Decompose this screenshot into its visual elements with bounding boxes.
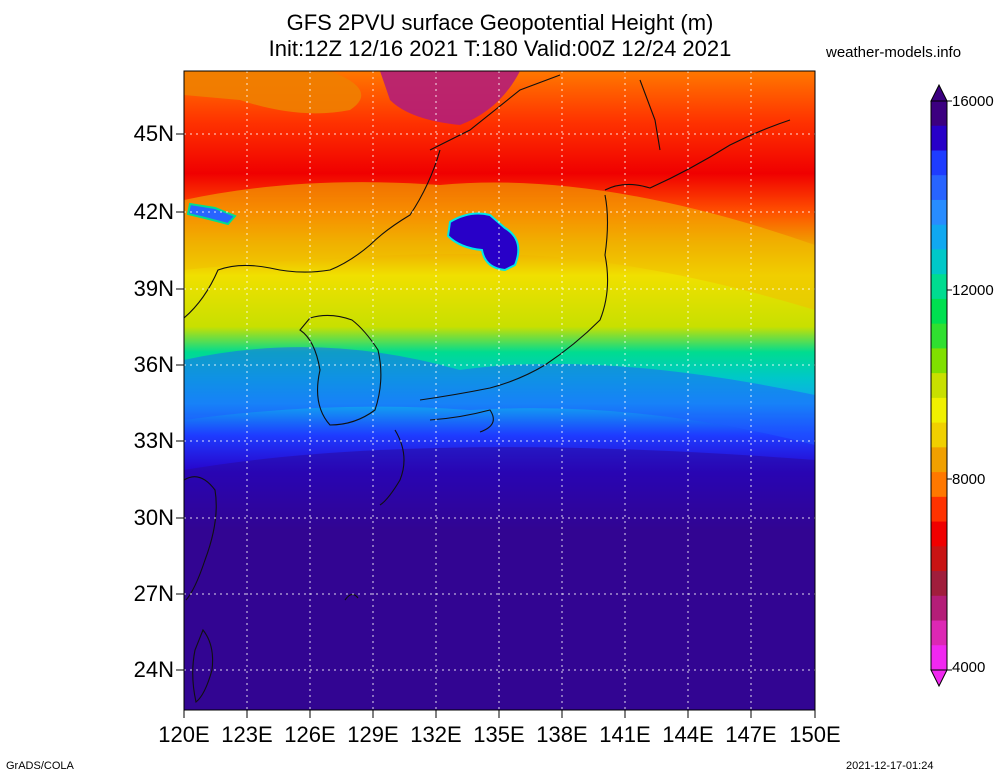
gridlines [184,71,815,710]
lon-label: 144E [662,722,714,747]
colorbar-swatch [931,199,947,226]
colorbar-label: 4000 [952,659,986,676]
colorbar-swatch [931,571,947,597]
footer-timestamp: 2021-12-17-01:24 [846,760,934,772]
colorbar-swatch [931,125,947,151]
lon-label: 150E [789,722,841,747]
colorbar-swatch [931,274,947,300]
lon-label: 141E [599,722,651,747]
lat-label: 30N [133,505,174,530]
colorbar-swatch [931,521,947,547]
colorbar-border [930,100,948,671]
lon-label: 129E [347,722,399,747]
chart-subtitle: Init:12Z 12/16 2021 T:180 Valid:00Z 12/2… [268,36,732,61]
colorbar-swatch [931,224,947,250]
colorbar-arrow-bottom [930,669,948,688]
colorbar-arrow-top [930,83,948,102]
lat-label: 33N [133,428,174,453]
lat-label: 36N [133,352,174,377]
colorbar-swatch [931,150,947,176]
colorbar-swatch [931,447,947,473]
colorbar-swatch [931,546,947,572]
footer-software: GrADS/COLA [6,760,74,772]
colorbar-swatch [931,595,947,622]
coastlines [184,74,791,703]
colorbar-swatch [931,298,947,325]
colorbar-swatch [931,175,947,201]
colorbar-swatch [931,620,947,646]
chart-title: GFS 2PVU surface Geopotential Height (m) [286,10,714,35]
colorbar-swatch [931,373,947,399]
lon-label: 132E [410,722,462,747]
lon-label: 147E [725,722,777,747]
colorbar-label: 8000 [952,471,986,488]
colorbar [930,83,952,688]
lat-label: 45N [133,121,174,146]
lat-label: 39N [133,276,174,301]
colorbar-swatch [931,249,947,275]
colorbar-label: 16000 [952,93,994,110]
colorbar-swatch [931,397,947,424]
colorbar-swatch [931,422,947,448]
lat-label: 42N [133,199,174,224]
site-label: weather-models.info [826,44,962,61]
lat-label: 24N [133,657,174,682]
lon-label: 126E [284,722,336,747]
lon-label: 123E [221,722,273,747]
lon-label: 135E [473,722,525,747]
colorbar-swatch [931,645,947,671]
lon-label: 138E [536,722,588,747]
axis-ticks [176,133,816,718]
colorbar-swatch [931,323,947,349]
lon-label: 120E [158,722,210,747]
colorbar-swatch [931,101,947,127]
lat-label: 27N [133,581,174,606]
colorbar-swatch [931,348,947,374]
colorbar-label: 12000 [952,282,994,299]
colorbar-swatch [931,496,947,523]
colorbar-swatch [931,472,947,498]
